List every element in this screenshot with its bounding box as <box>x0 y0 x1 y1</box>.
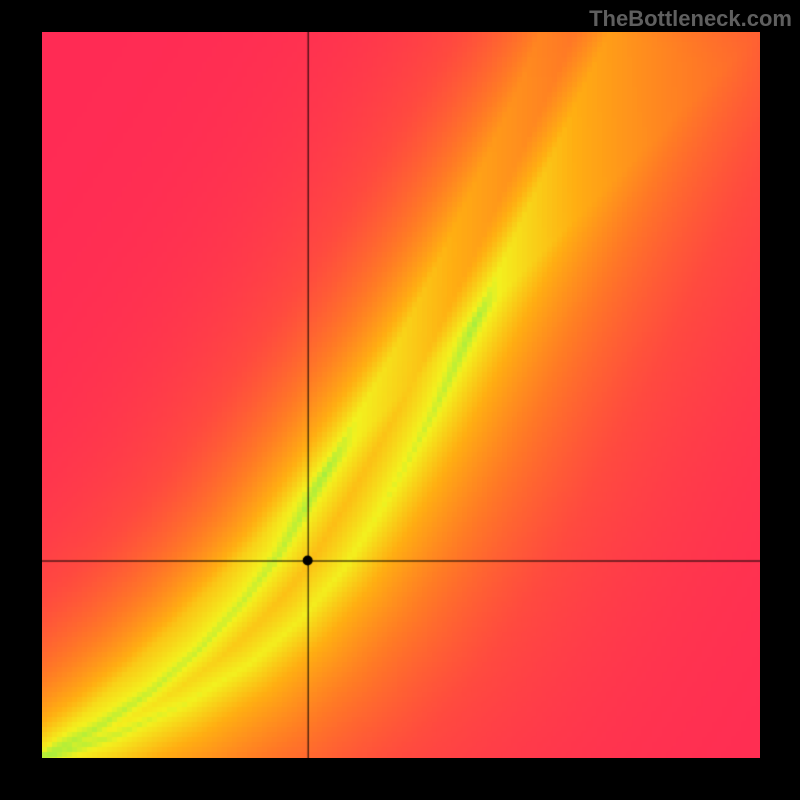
heatmap-canvas <box>42 32 760 758</box>
heatmap-plot <box>42 32 760 758</box>
watermark-label: TheBottleneck.com <box>589 6 792 32</box>
